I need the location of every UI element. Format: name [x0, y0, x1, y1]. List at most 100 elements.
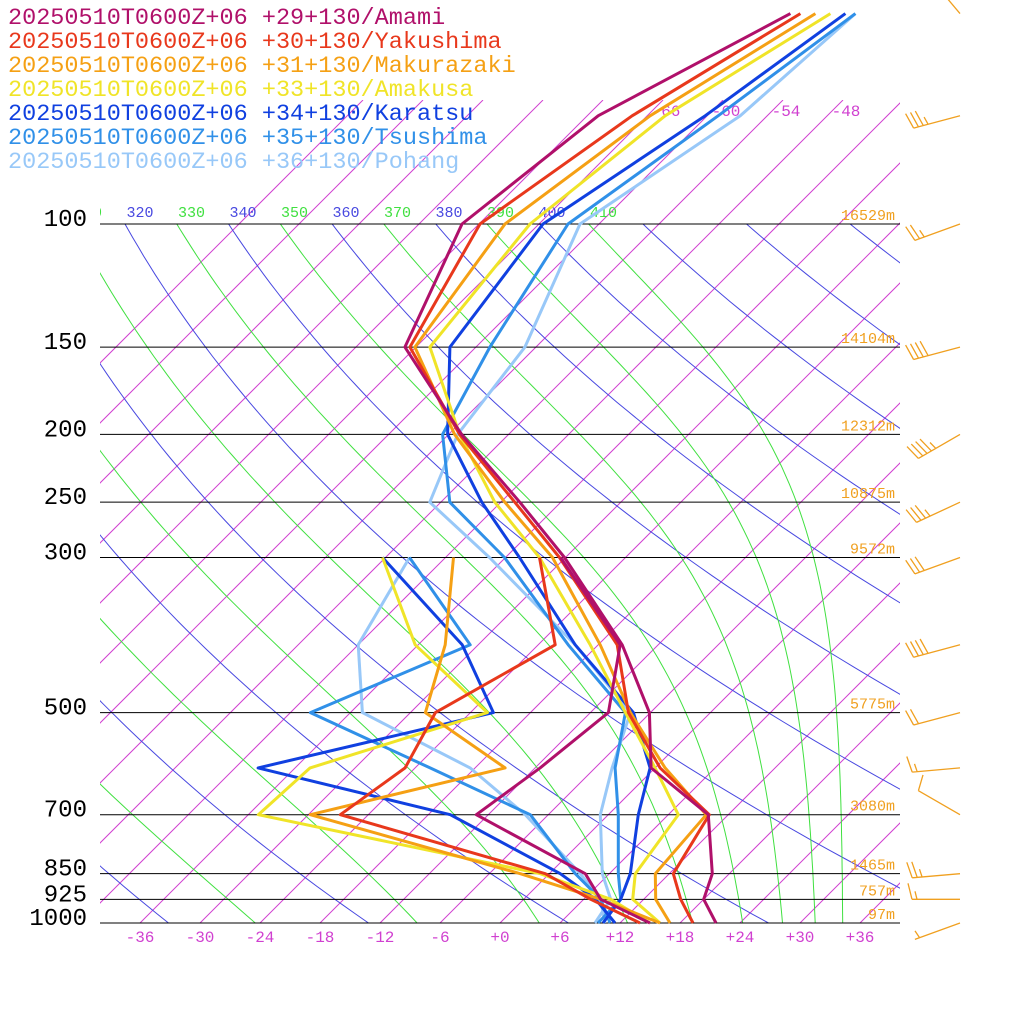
x-tick-label: +6: [550, 929, 569, 947]
pressure-label: 100: [44, 207, 87, 234]
pressure-label: 1000: [29, 906, 87, 933]
dewpoint-line: [256, 556, 651, 925]
pressure-label: 300: [44, 541, 87, 568]
x-tick-label: +12: [606, 929, 635, 947]
isotherm-label: -54: [772, 103, 801, 121]
dry-adiabat: [745, 224, 900, 346]
wind-barb: [905, 223, 961, 242]
temperature-line: [428, 12, 857, 924]
x-tick-label: -24: [246, 929, 275, 947]
wind-barb: [905, 110, 961, 129]
isotherm: [379, 402, 900, 923]
x-tick-label: +30: [786, 929, 815, 947]
isotherm: [259, 282, 900, 923]
dry-adiabat: [642, 224, 900, 429]
x-tick-label: +0: [490, 929, 509, 947]
theta-label: 410: [590, 205, 617, 222]
pressure-label: 850: [44, 857, 87, 884]
pressure-label: 925: [44, 882, 87, 909]
dewpoint-line: [256, 556, 617, 924]
height-label: 9572m: [850, 542, 895, 559]
isotherm: [439, 462, 900, 923]
isotherm: [739, 762, 900, 923]
theta-label: 390: [487, 205, 514, 222]
isotherm: [100, 100, 484, 484]
isotherm: [100, 100, 664, 664]
dry-adiabat: [100, 700, 369, 923]
wind-barb: [917, 774, 961, 816]
theta-label: 370: [384, 205, 411, 222]
dewpoint-line: [308, 557, 661, 925]
height-label: 16529m: [841, 208, 895, 225]
isotherm: [100, 100, 784, 784]
plot: 100 16529m 150 14104m 200 12312m 250 10875m 300 9…: [8, 0, 961, 947]
theta-label: 340: [229, 205, 256, 222]
legend-entry: 20250510T0600Z+06 +34+130/Karatsu: [8, 101, 473, 128]
theta-label: 330: [178, 205, 205, 222]
wind-barb: [905, 638, 961, 658]
isotherm: [199, 222, 900, 923]
isotherm: [100, 100, 844, 844]
theta-label: 360: [332, 205, 359, 222]
legend-entry: 20250510T0600Z+06 +30+130/Yakushima: [8, 29, 502, 56]
isotherm: [100, 100, 424, 424]
height-label: 5775m: [850, 697, 895, 714]
height-label: 12312m: [841, 418, 895, 435]
wind-barb: [905, 708, 961, 726]
dewpoint-line: [308, 556, 612, 924]
x-tick-label: -12: [366, 929, 395, 947]
theta-label: 350: [281, 205, 308, 222]
legend-entry: 20250510T0600Z+06 +33+130/Amakusa: [8, 77, 473, 104]
temperature-line: [441, 12, 857, 925]
x-tick-label: -36: [126, 929, 155, 947]
x-tick-label: +18: [666, 929, 695, 947]
isotherm: [679, 702, 900, 923]
x-tick-label: -18: [306, 929, 335, 947]
theta-label: 320: [126, 205, 153, 222]
height-label: 757m: [859, 883, 895, 900]
isotherm-label: -66: [652, 103, 681, 121]
isotherm: [559, 582, 900, 923]
legend-entry: 20250510T0600Z+06 +36+130/Pohang: [8, 149, 459, 176]
legend-entry: 20250510T0600Z+06 +31+130/Makurazaki: [8, 53, 516, 80]
height-label: 97m: [868, 907, 895, 924]
wind-barb: [905, 340, 961, 361]
legend-entry: 20250510T0600Z+06 +35+130/Tsushima: [8, 125, 487, 152]
dewpoint-line: [474, 556, 651, 925]
isotherm: [139, 162, 900, 923]
wind-barb: [905, 501, 961, 523]
x-tick-label: -30: [186, 929, 215, 947]
isotherm: [100, 100, 724, 724]
isotherm: [100, 100, 544, 544]
height-label: 14104m: [841, 331, 895, 348]
legend-entry: 20250510T0600Z+06 +29+130/Amami: [8, 5, 445, 32]
dewpoint-line: [338, 557, 641, 925]
height-label: 10875m: [841, 486, 895, 503]
x-tick-label: +36: [846, 929, 875, 947]
temperature-line: [413, 12, 817, 924]
wind-barb: [914, 922, 961, 941]
pressure-label: 700: [44, 798, 87, 825]
wind-barb: [906, 756, 961, 773]
pressure-label: 250: [44, 485, 87, 512]
height-label: 1465m: [850, 858, 895, 875]
temperature-line: [408, 12, 802, 924]
height-label: 3080m: [850, 799, 895, 816]
temperature-line: [428, 12, 832, 925]
theta-label: 400: [538, 205, 565, 222]
isotherm-label: -48: [832, 103, 861, 121]
wind-barb: [905, 556, 961, 575]
isotherm: [100, 102, 900, 904]
wind-barb: [906, 861, 961, 879]
isotherm: [100, 100, 364, 364]
x-tick-label: -6: [430, 929, 449, 947]
wind-barb: [906, 433, 961, 459]
moist-adiabat: [100, 783, 256, 923]
pressure-label: 500: [44, 696, 87, 723]
isotherm: [499, 522, 900, 923]
isotherm: [619, 642, 900, 923]
x-tick-label: +24: [726, 929, 755, 947]
wind-barb: [947, 0, 961, 15]
isotherm: [100, 100, 604, 604]
